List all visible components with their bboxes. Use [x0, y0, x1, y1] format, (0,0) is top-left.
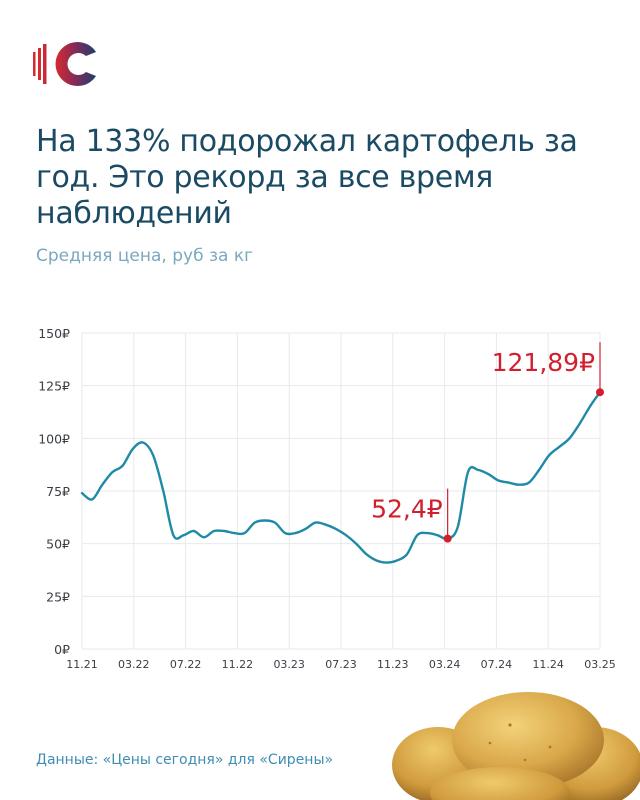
annotation-point [443, 534, 452, 543]
x-tick-label: 11.22 [222, 658, 254, 671]
annotation-point [596, 388, 604, 397]
y-tick-label: 25₽ [46, 589, 70, 604]
x-tick-label: 03.25 [584, 658, 616, 671]
annotation-label: 121,89₽ [492, 348, 595, 377]
y-tick-label: 150₽ [38, 326, 70, 341]
potatoes-image [392, 692, 640, 800]
x-tick-label: 11.21 [66, 658, 98, 671]
x-tick-label: 03.24 [429, 658, 461, 671]
y-tick-label: 100₽ [38, 431, 70, 446]
logo-icon [33, 42, 96, 86]
y-tick-label: 0₽ [54, 642, 70, 657]
x-tick-label: 07.23 [325, 658, 357, 671]
price-line [80, 391, 602, 564]
data-source: Данные: «Цены сегодня» для «Сирены» [36, 752, 334, 768]
y-tick-label: 75₽ [46, 484, 70, 499]
chart-subtitle: Средняя цена, руб за кг [36, 246, 254, 266]
annotation-label: 52,4₽ [371, 495, 443, 524]
y-tick-label: 125₽ [38, 379, 70, 394]
x-tick-label: 07.24 [481, 658, 513, 671]
x-tick-label: 07.22 [170, 658, 202, 671]
x-tick-label: 11.24 [532, 658, 564, 671]
x-tick-label: 03.23 [273, 658, 305, 671]
x-tick-label: 03.22 [118, 658, 150, 671]
x-tick-label: 11.23 [377, 658, 409, 671]
price-chart: 0₽ 25₽ 50₽ 75₽ 100₽ 125₽ 150₽ 11.21 03.22 07.22 11… [38, 326, 616, 671]
page-title: На 133% подорожал картофель за год. Это … [36, 124, 578, 231]
y-tick-label: 50₽ [46, 537, 70, 552]
